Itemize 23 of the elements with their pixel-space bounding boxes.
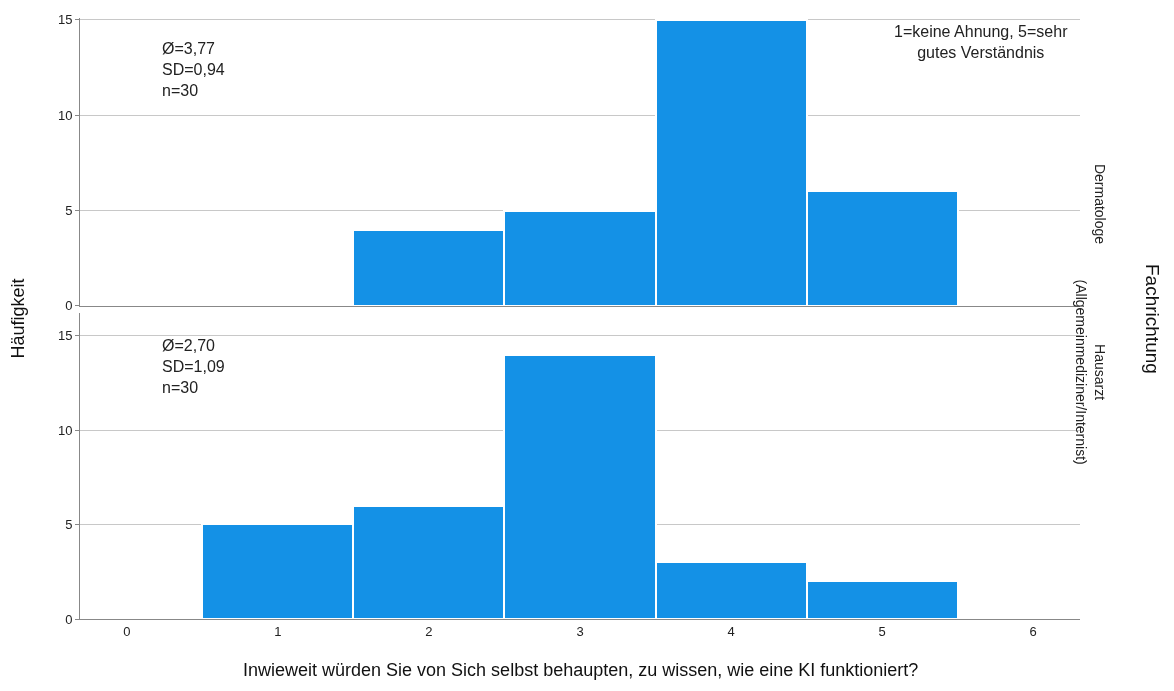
x-tick-label: 1 — [274, 623, 282, 639]
x-tick-label: 3 — [576, 623, 584, 639]
y2-axis-title: Hausarzt (Allgemeinmediziner/Internist) — [1073, 279, 1108, 465]
x-tick-label: 2 — [425, 623, 433, 639]
text: Fachrichtung — [1142, 264, 1163, 374]
y-tick-label: 15 — [57, 12, 73, 28]
annotation: Ø=3,77 SD=0,94 n=30 — [162, 40, 225, 99]
y-axis-title: Häufigkeit — [7, 278, 28, 359]
y-tick-label: 10 — [57, 107, 73, 123]
y-tick-label: 5 — [65, 517, 73, 533]
x-tick-label: 0 — [123, 623, 131, 639]
y-tick-label: 0 — [65, 611, 73, 627]
x-tick-label: 4 — [727, 623, 735, 639]
annotation: 1=keine Ahnung, 5=sehr gutes Verständnis — [894, 23, 1069, 61]
annotation: Ø=2,70 SD=1,09 n=30 — [162, 337, 225, 396]
y-tick-label: 0 — [65, 298, 73, 314]
x-tick-label: 5 — [878, 623, 886, 639]
x-axis-title: Inwieweit würden Sie von Sich selbst behaupten, zu wissen, wie eine KI funktioniert? — [243, 660, 919, 680]
x-tick-label: 6 — [1029, 623, 1037, 639]
y-tick-label: 15 — [57, 328, 73, 344]
y-tick-label: 10 — [57, 422, 73, 438]
y2-axis-title: Dermatologe — [1091, 163, 1108, 245]
y-tick-label: 5 — [65, 203, 73, 219]
